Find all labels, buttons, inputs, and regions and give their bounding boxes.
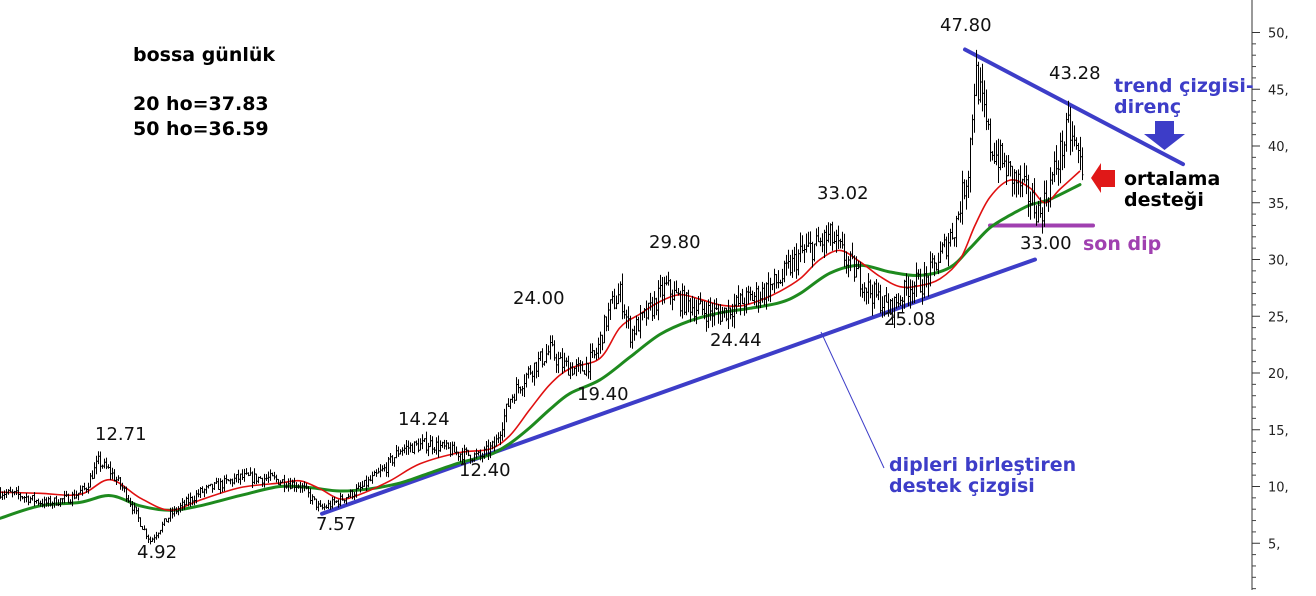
label-low-24-44: 24.44 [710,330,762,351]
label-peak-43-28: 43.28 [1049,63,1101,84]
y-tick-label: 20, [1268,367,1289,382]
y-tick-label: 35, [1268,197,1289,212]
label-low-25-08: 25.08 [884,309,936,330]
label-peak-14-24: 14.24 [398,409,450,430]
y-tick-label: 15, [1268,424,1289,439]
resistance-note-line2: direnç [1114,95,1182,118]
resistance-note: trend çizgisi- direnç [1114,76,1254,118]
label-low-12-40: 12.40 [459,460,511,481]
y-tick-label: 50, [1268,27,1289,42]
ma-support-note: ortalama desteği [1124,169,1220,211]
trendline-resistance [963,47,1185,167]
y-tick-label: 30, [1268,254,1289,269]
chart-title: bossa günlük [133,44,276,66]
blue-down-arrow-icon [1144,121,1185,150]
resistance-note-line1: trend çizgisi- [1114,75,1254,97]
ma-support-note-line1: ortalama [1124,168,1221,190]
ma-support-note-line2: desteği [1124,188,1204,211]
support-note-leader [820,331,885,469]
label-low-33-00: 33.00 [1020,233,1072,254]
y-tick-label: 45, [1268,83,1289,98]
label-low-19-40: 19.40 [577,384,629,405]
support-note: dipleri birleştiren destek çizgisi [889,455,1076,497]
label-peak-29-80: 29.80 [649,232,701,253]
y-tick-label: 5, [1268,537,1280,552]
label-peak-33-02: 33.02 [817,183,869,204]
series-ma50 [0,183,1082,520]
y-tick-label: 40, [1268,140,1289,155]
label-peak-24-00: 24.00 [513,288,565,309]
label-peak-47-80: 47.80 [940,15,992,36]
label-low-4-92: 4.92 [137,542,178,563]
last-low-note: son dip [1083,233,1162,255]
label-peak-12-71: 12.71 [95,424,147,445]
ma50-value: 50 ho=36.59 [133,118,269,140]
ma20-value: 20 ho=37.83 [133,93,269,115]
series-price [0,49,1084,545]
trendline-support [320,257,1037,516]
y-tick-label: 10, [1268,481,1289,496]
support-note-line1: dipleri birleştiren [889,454,1077,476]
red-left-arrow-icon [1091,163,1115,193]
label-low-7-57: 7.57 [316,514,357,535]
support-note-line2: destek çizgisi [889,474,1035,497]
y-tick-label: 25, [1268,310,1289,325]
